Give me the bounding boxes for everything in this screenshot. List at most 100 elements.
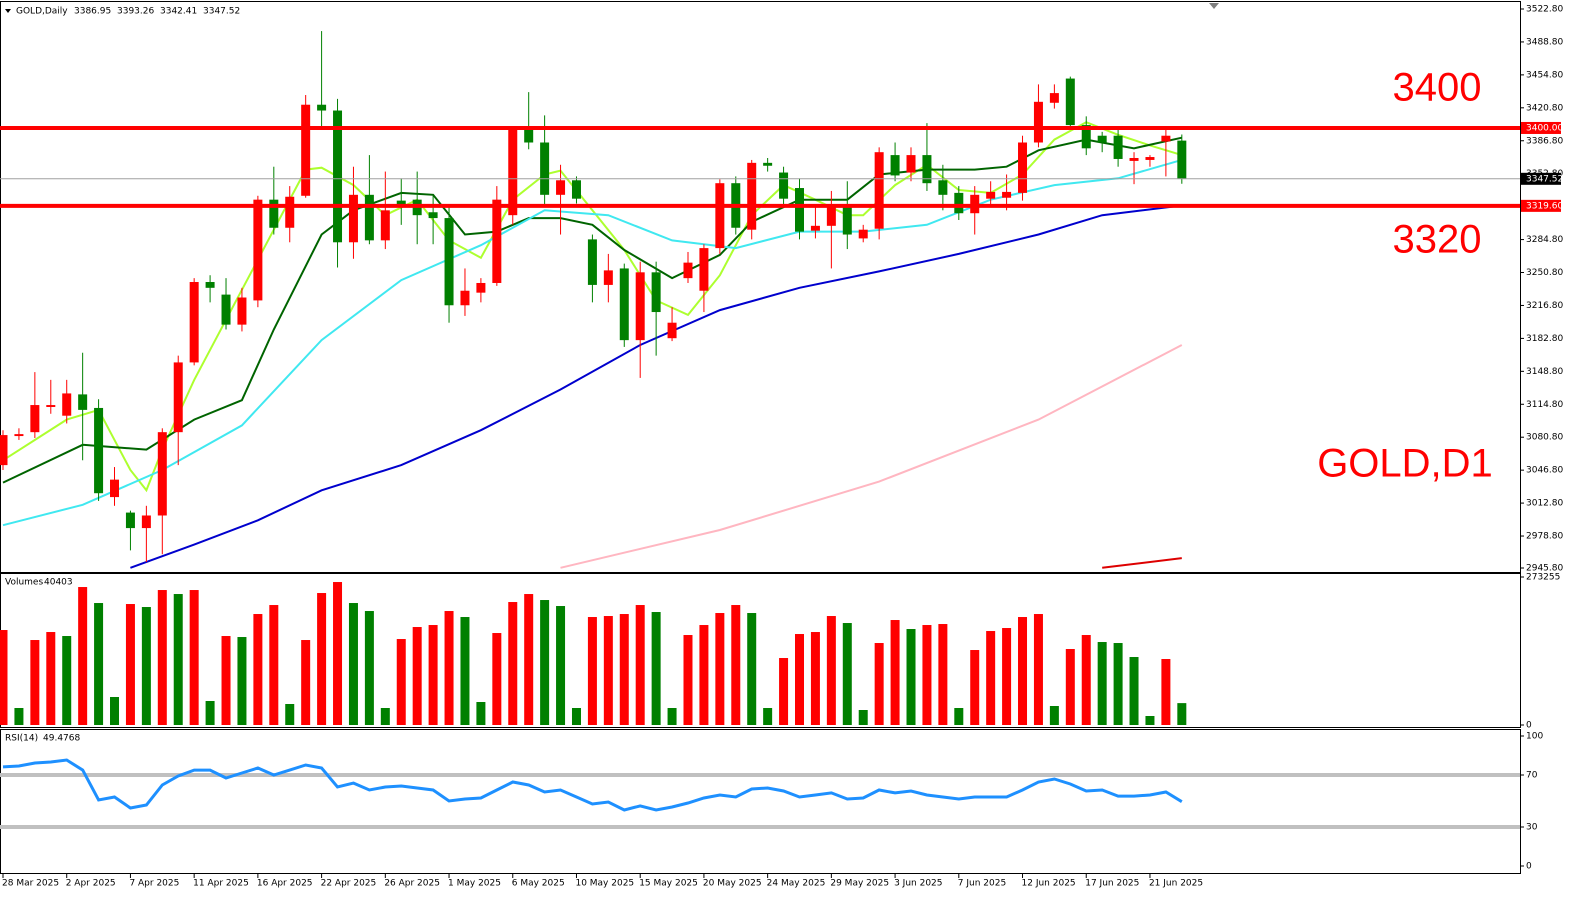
level-box [1521,199,1561,212]
x-tick-label: 10 May 2025 [575,879,634,889]
volume-bars [0,582,1187,725]
symbol-title: GOLD,Daily [16,7,68,17]
candle-body [508,129,518,216]
volume-bar [333,582,343,725]
volume-bar [364,611,374,725]
volume-bar [237,637,247,725]
low-value: 3342.41 [160,7,197,17]
candle-body [683,262,693,279]
volume-bar [667,708,677,725]
volume-bar [795,634,804,725]
volume-bar [954,708,964,725]
annotation: 3400 [1393,66,1482,110]
volume-bar [603,616,613,725]
candle-body [269,199,279,228]
y-tick-label: 3216.80 [1526,301,1563,311]
candle-body [874,152,884,229]
y-tick-label: 3420.80 [1526,103,1563,113]
volume-bar [141,607,151,725]
candles [0,31,1187,569]
volume-bar [62,636,72,725]
x-tick-label: 3 Jun 2025 [894,879,942,889]
candle-body [986,191,996,199]
volume-bar [556,606,566,725]
candle-body [890,155,900,176]
y-tick-label: 3012.80 [1526,499,1563,509]
volume-bar [683,635,693,725]
y-tick-label: 0 [1526,862,1532,872]
x-tick-label: 29 May 2025 [830,879,889,889]
y-tick-label: 3046.80 [1526,466,1563,476]
volume-bar [986,631,996,725]
grid-layer: 3522.803488.803454.803420.803386.803352.… [2,5,1563,889]
menu-arrow [5,9,11,13]
candle-body [1097,135,1107,143]
candle-body [938,180,948,195]
volume-bar [715,613,725,725]
candle-body [1065,78,1075,126]
y-tick-label: 3114.80 [1526,400,1563,410]
candle-body [476,282,486,293]
volume-bar [1002,628,1012,725]
volume-bar [1018,617,1028,725]
level-label: 3319.60 [1526,201,1563,211]
moving-average [560,344,1183,569]
x-tick-label: 7 Jun 2025 [958,879,1006,889]
y-tick-label: 3454.80 [1526,70,1563,80]
candle-body [810,225,820,231]
volume-bar [14,708,24,725]
volume-bar [253,614,263,725]
candle-body [556,180,566,195]
candle-body [301,104,311,196]
candle-body [1002,191,1012,198]
y-tick-label: 70 [1526,771,1538,781]
candle-body [619,268,629,341]
candle-body [253,199,263,301]
moving-average [1102,557,1182,569]
candle-body [173,362,183,433]
candle-body [460,290,470,306]
candle-body [954,192,964,214]
candle-body [747,162,757,230]
volume-bar [492,633,502,725]
volume-bar [731,605,741,725]
volume-bar [763,708,773,725]
x-tick-label: 21 Jun 2025 [1149,879,1203,889]
volume-bar [906,629,916,725]
open-value: 3386.95 [74,7,111,17]
moving-average [2,158,1183,527]
y-tick-label: 3488.80 [1526,37,1563,47]
volume-bar [619,614,629,725]
volume-bar [380,708,390,725]
x-tick-label: 26 Apr 2025 [384,879,440,889]
level-box [1521,121,1561,134]
volume-bar [396,639,406,725]
volume-bar [1097,642,1107,725]
volume-bar [1145,716,1155,725]
candle-body [715,183,725,249]
x-tick-label: 6 May 2025 [512,879,565,889]
volume-bar [1161,659,1171,725]
candle-body [779,172,789,199]
candle-body [1177,140,1187,179]
labels-layer: 3347.52 3400.00 3319.60 3400 3320 GOLD,D1 [1317,66,1563,486]
candle-body [189,282,199,363]
y-tick-label: 3250.80 [1526,268,1563,278]
candle-body [348,194,358,243]
annotation: 3320 [1393,218,1482,262]
candle-body [603,270,613,285]
candle-body [125,512,135,529]
volume-bar [476,702,486,725]
candle-body [157,432,167,516]
x-tick-label: 17 Jun 2025 [1085,879,1139,889]
candle-body [1018,142,1028,193]
candle-body [444,218,454,306]
volume-bar [269,605,279,725]
y-tick-label: 3522.80 [1526,5,1563,15]
candle-body [428,212,438,219]
candle-body [285,196,295,228]
y-tick-label: 0 [1526,721,1532,731]
volume-bar [858,710,868,725]
candle-body [540,142,550,195]
